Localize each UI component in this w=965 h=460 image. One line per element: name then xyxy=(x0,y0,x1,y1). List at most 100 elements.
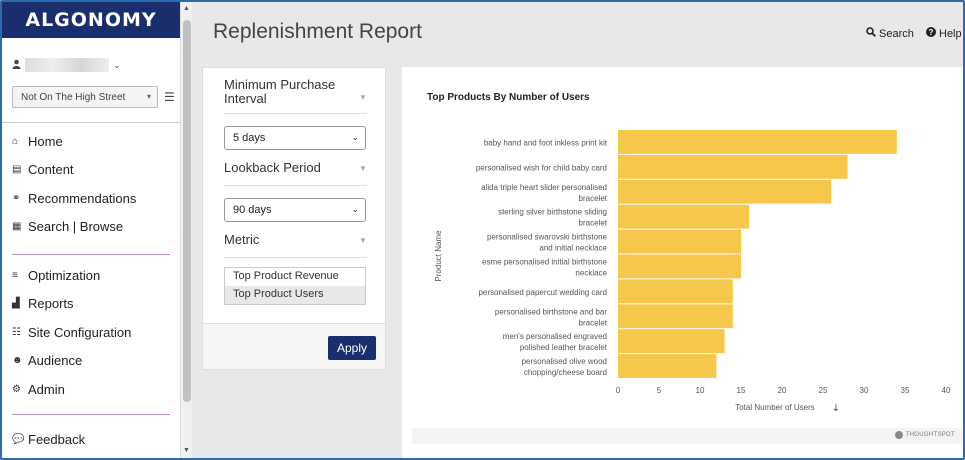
nav-group-main: ⌂ Home ▤ Content ⚭ Recommendations ▦ Search | B… xyxy=(12,127,172,241)
user-name-redacted xyxy=(25,58,109,72)
collapse-caret-icon[interactable]: ▼ xyxy=(359,164,367,173)
scroll-down-arrow-icon[interactable]: ▼ xyxy=(183,447,190,454)
scroll-thumb[interactable] xyxy=(183,20,191,402)
divider xyxy=(2,122,180,123)
x-tick-label: 25 xyxy=(819,386,828,395)
chart-bar[interactable] xyxy=(618,304,733,329)
brand-logo[interactable]: ALGONOMY xyxy=(2,2,180,38)
lookback-select[interactable]: 90 days ⌄ xyxy=(224,198,366,222)
y-tick-label-line: necklace xyxy=(575,268,607,277)
y-tick-label-line: personalised papercut wedding card xyxy=(478,288,607,297)
sidebar-item-site-configuration[interactable]: ☷ Site Configuration xyxy=(12,318,172,347)
chart-bar[interactable] xyxy=(618,354,717,378)
sidebar-item-recommendations[interactable]: ⚭ Recommendations xyxy=(12,184,172,213)
divider xyxy=(12,414,170,415)
sidebar-item-label: Site Configuration xyxy=(28,324,132,340)
list-icon[interactable]: ☰ xyxy=(164,90,175,104)
sidebar-scrollbar[interactable]: ▲ ▼ xyxy=(180,2,192,458)
sidebar: ALGONOMY ⌄ Not On The High Street ▾ ☰ ⌂ H… xyxy=(2,2,180,458)
sort-down-arrow-icon[interactable]: ↓ xyxy=(832,403,840,414)
filter-panel: Minimum Purchase Interval ▼ 5 days ⌄ Loo… xyxy=(202,67,386,370)
sidebar-item-label: Optimization xyxy=(28,267,101,283)
y-tick-label-line: and initial necklace xyxy=(539,244,607,253)
divider xyxy=(224,113,366,114)
metric-listbox[interactable]: Top Product Revenue Top Product Users xyxy=(224,267,366,305)
search-link[interactable]: Search xyxy=(866,27,914,40)
lookback-value: 90 days xyxy=(233,204,272,216)
sidebar-item-audience[interactable]: ☻ Audience xyxy=(12,347,172,376)
store-select[interactable]: Not On The High Street ▾ xyxy=(12,86,158,108)
chart-panel: Top Products By Number of Users baby han… xyxy=(402,67,963,458)
x-tick-label: 35 xyxy=(901,386,910,395)
help-icon: ? xyxy=(926,27,936,40)
sidebar-item-label: Admin xyxy=(28,381,65,397)
y-tick-label: personalised wish for child baby card xyxy=(476,163,607,172)
y-tick-label: men's personalised engraved polished leat… xyxy=(503,332,608,352)
sidebar-item-feedback[interactable]: 💬 Feedback xyxy=(12,425,172,454)
chart-bar[interactable] xyxy=(618,130,897,154)
y-tick-label-line: personalised swarovski birthstone xyxy=(487,233,608,242)
thoughtspot-logo-icon xyxy=(894,431,903,439)
scroll-up-arrow-icon[interactable]: ▲ xyxy=(183,5,190,12)
help-label: Help xyxy=(939,27,962,40)
chart-bar[interactable] xyxy=(618,204,750,229)
nav-group-feedback: 💬 Feedback xyxy=(12,425,172,454)
sidebar-item-reports[interactable]: ▟ Reports xyxy=(12,290,172,319)
y-tick-label-line: baby hand and foot inkless print kit xyxy=(484,138,608,147)
sidebar-item-admin[interactable]: ⚙ Admin xyxy=(12,375,172,404)
chevron-down-icon: ⌄ xyxy=(351,204,359,214)
y-tick-label-line: bracelet xyxy=(579,219,608,228)
store-select-value: Not On The High Street xyxy=(21,92,126,103)
search-browse-icon: ▦ xyxy=(12,221,22,233)
sidebar-item-label: Home xyxy=(28,133,63,149)
y-tick-label: personalised birthstone and bar bracelet xyxy=(495,307,608,327)
chart-bar[interactable] xyxy=(618,279,733,304)
min-interval-label: Minimum Purchase Interval xyxy=(224,77,336,106)
user-icon xyxy=(12,58,21,72)
x-tick-label: 20 xyxy=(778,386,787,395)
home-icon: ⌂ xyxy=(12,135,19,147)
collapse-caret-icon[interactable]: ▼ xyxy=(359,236,367,245)
apply-button[interactable]: Apply xyxy=(328,336,376,360)
optimization-icon: ≡ xyxy=(12,269,18,281)
y-axis-label: Product Name xyxy=(434,230,443,282)
search-label: Search xyxy=(879,27,914,40)
y-tick-label-line: polished leather bracelet xyxy=(520,343,608,352)
y-tick-label: alida triple heart slider personalised br… xyxy=(481,183,608,203)
brand-name: ALGONOMY xyxy=(25,9,157,31)
y-tick-label-line: alida triple heart slider personalised xyxy=(481,183,607,192)
x-tick-label: 5 xyxy=(657,386,662,395)
svg-text:?: ? xyxy=(929,28,934,37)
audience-icon: ☻ xyxy=(12,355,23,367)
chart-bar[interactable] xyxy=(618,154,848,179)
recommendations-icon: ⚭ xyxy=(12,192,21,204)
chart-footer: THOUGHTSPOT xyxy=(412,428,963,444)
y-tick-label: personalised papercut wedding card xyxy=(478,288,607,297)
y-tick-label-line: bracelet xyxy=(579,194,608,203)
chart-bar[interactable] xyxy=(618,229,741,254)
chart-title: Top Products By Number of Users xyxy=(427,92,590,103)
thoughtspot-logo: THOUGHTSPOT xyxy=(894,431,955,439)
min-interval-select[interactable]: 5 days ⌄ xyxy=(224,126,366,150)
sidebar-item-home[interactable]: ⌂ Home xyxy=(12,127,172,156)
chart-bar[interactable] xyxy=(618,329,725,354)
y-tick-label-line: personalised olive wood xyxy=(522,357,607,366)
x-axis-label: Total Number of Users xyxy=(735,403,815,412)
divider xyxy=(12,254,170,255)
help-link[interactable]: ? Help xyxy=(926,27,962,40)
sidebar-item-optimization[interactable]: ≡ Optimization xyxy=(12,261,172,290)
collapse-caret-icon[interactable]: ▼ xyxy=(359,93,367,102)
sidebar-item-content[interactable]: ▤ Content xyxy=(12,156,172,185)
y-tick-label-line: sterling silver birthstone sliding xyxy=(498,208,607,217)
chart-bar[interactable] xyxy=(618,254,741,279)
metric-option-users[interactable]: Top Product Users xyxy=(225,286,365,304)
user-menu[interactable]: ⌄ xyxy=(12,58,121,72)
y-tick-label: personalised swarovski birthstone and ini… xyxy=(487,233,608,253)
chart-bar[interactable] xyxy=(618,179,832,204)
y-tick-label: baby hand and foot inkless print kit xyxy=(484,138,608,147)
filter-footer: Apply xyxy=(203,323,385,369)
sidebar-item-search-browse[interactable]: ▦ Search | Browse xyxy=(12,213,172,242)
metric-option-revenue[interactable]: Top Product Revenue xyxy=(233,270,339,282)
site-configuration-icon: ☷ xyxy=(12,326,21,338)
sidebar-item-label: Reports xyxy=(28,296,74,312)
